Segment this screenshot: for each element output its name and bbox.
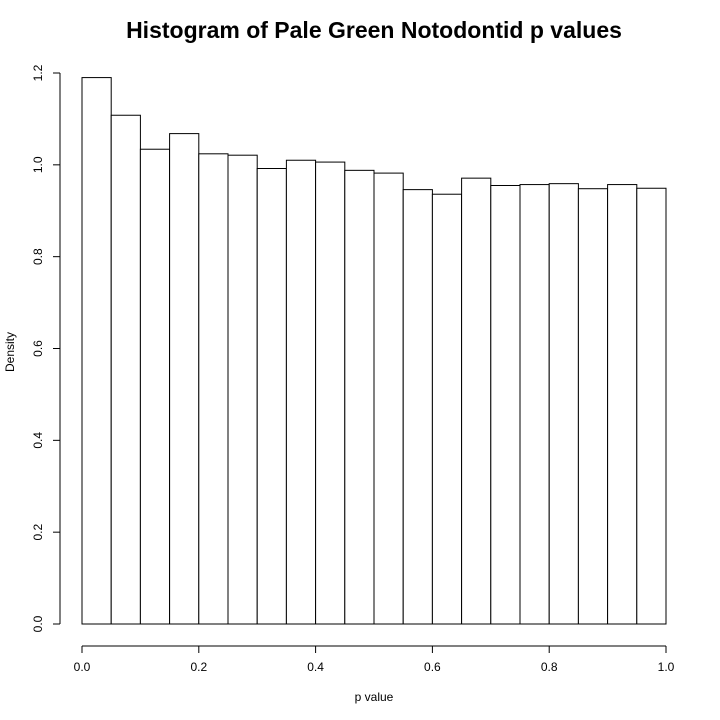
x-tick-label: 0.2	[190, 660, 207, 674]
y-tick-label: 1.0	[31, 156, 45, 173]
histogram-bar-5	[198, 153, 229, 625]
histogram-bar-18	[577, 188, 609, 625]
histogram-bar-20	[636, 187, 667, 625]
histogram-bar-9	[315, 161, 346, 625]
histogram-bar-10	[344, 169, 375, 625]
y-axis: 0.0 0.2 0.4 0.6 0.8 1.0 1.2	[31, 64, 61, 632]
histogram-bar-4	[169, 133, 200, 625]
histogram-bar-8	[285, 159, 317, 625]
y-tick-label: 0.8	[31, 248, 45, 265]
x-tick-label: 0.6	[424, 660, 441, 674]
histogram-bar-14	[461, 177, 492, 625]
histogram-bar-12	[402, 189, 433, 625]
y-tick-label: 0.0	[31, 615, 45, 632]
x-axis: 0.0 0.2 0.4 0.6 0.8 1.0	[74, 645, 675, 674]
histogram-bar-11	[373, 172, 404, 625]
chart-title: Histogram of Pale Green Notodontid p val…	[126, 17, 622, 43]
histogram-bar-16	[519, 184, 550, 625]
histogram-bar-6	[227, 154, 258, 625]
histogram-bar-13	[431, 193, 463, 625]
x-tick-label: 1.0	[658, 660, 675, 674]
histogram-bar-2	[110, 114, 141, 625]
histogram-bar-7	[256, 168, 287, 625]
bars-group	[81, 77, 667, 625]
x-tick-label: 0.0	[74, 660, 91, 674]
y-tick-label: 1.2	[31, 64, 45, 81]
histogram-bar-17	[548, 183, 579, 625]
histogram-bar-3	[139, 148, 171, 625]
y-tick-label: 0.6	[31, 340, 45, 357]
histogram-bar-15	[490, 184, 521, 625]
x-axis-label: p value	[355, 690, 394, 704]
y-axis-label: Density	[3, 332, 17, 372]
y-tick-label: 0.2	[31, 524, 45, 541]
x-tick-label: 0.4	[307, 660, 324, 674]
histogram-bar-1	[81, 77, 112, 625]
y-tick-label: 0.4	[31, 432, 45, 449]
x-tick-label: 0.8	[541, 660, 558, 674]
histogram-bar-19	[607, 184, 638, 625]
